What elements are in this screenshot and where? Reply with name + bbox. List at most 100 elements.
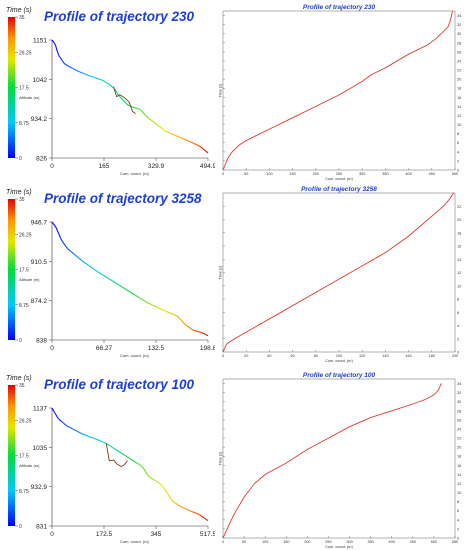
colorbar-tick-label: 0	[19, 524, 22, 530]
profile-segment	[93, 76, 96, 79]
profile-segment	[119, 451, 122, 454]
colorbar-tick-label: 35	[19, 15, 25, 21]
time-x-tick-label: 150	[283, 540, 289, 544]
profile-segment	[200, 146, 204, 150]
profile-segment	[171, 133, 174, 136]
profile-segment	[136, 295, 139, 298]
time-chart-3258: Profile of trajectory 3258 Time (s) 0 2 4 6 8 1…	[215, 182, 467, 364]
profile-segment	[131, 106, 134, 108]
colorbar-tick-label: 26.25	[19, 50, 32, 56]
profile-segment	[185, 508, 188, 510]
time-y-tick-label: 32	[457, 391, 461, 395]
profile-x-tick-label: 329.9	[148, 163, 165, 170]
profile-segment	[141, 299, 145, 302]
time-y-tick-label: 14	[457, 105, 461, 109]
time-y-tick-label: 0	[457, 169, 459, 173]
profile-segment	[174, 134, 178, 137]
time-svg-3258: Profile of trajectory 3258 Time (s) 0 2 4 6 8 1…	[219, 186, 462, 363]
profile-segment	[192, 142, 195, 145]
profile-x-tick-label: 172.5	[96, 531, 113, 538]
profile-segment	[183, 138, 186, 141]
time-x-label: Cum. coord. (m)	[325, 359, 353, 363]
time-x-tick-label: 450	[410, 540, 416, 544]
profile-x-tick-label: 66.27	[96, 345, 113, 352]
profile-alternate-segment	[113, 86, 136, 115]
profile-segment	[164, 130, 167, 133]
profile-segment	[63, 62, 67, 66]
profile-y-tick-label: 1137	[33, 406, 47, 413]
colorbar	[8, 199, 15, 340]
time-y-tick-label: 2	[457, 337, 459, 341]
profile-segment	[179, 318, 183, 322]
time-y-tick-label: 4	[457, 518, 459, 522]
time-x-tick-label: 60	[290, 354, 294, 358]
profile-segment	[103, 442, 106, 444]
profile-x-tick-label: 132.5	[148, 345, 165, 352]
profile-segment	[157, 307, 160, 309]
colorbar-tick-label: 26.25	[19, 418, 32, 424]
profile-segment	[202, 332, 205, 335]
profile-segment	[110, 85, 114, 88]
panel-3258: Time (s) Profile of trajectory 3258 35 26.2…	[0, 182, 467, 364]
profile-segment	[122, 99, 126, 103]
profile-segment	[72, 252, 75, 255]
time-x-tick-label: 120	[359, 354, 365, 358]
time-y-tick-label: 22	[457, 437, 461, 441]
profile-segment	[167, 131, 171, 134]
profile-segment	[93, 268, 96, 271]
time-x-tick-label: 500	[452, 172, 458, 176]
chart-title: Profile of trajectory 230	[44, 9, 195, 24]
time-y-tick-label: 10	[457, 123, 461, 127]
time-x-tick-label: 100	[262, 540, 268, 544]
profile-segment	[204, 517, 207, 520]
profile-segment	[54, 413, 58, 418]
time-x-tick-label: 450	[429, 172, 435, 176]
time-y-label: Time (s)	[219, 451, 223, 466]
profile-segment	[143, 468, 147, 472]
profile-y-tick-label: 831	[36, 524, 47, 531]
time-chart-100: Profile of trajectory 100 Time (s) 0 2 4 6 8 10…	[215, 368, 467, 550]
time-plot-frame	[222, 10, 456, 171]
time-x-tick-label: 40	[267, 354, 271, 358]
profile-segment	[84, 434, 87, 437]
profile-segment	[61, 241, 65, 245]
profile-segment	[146, 474, 150, 477]
profile-segment	[204, 149, 207, 152]
colorbar-tick-label: 17.5	[19, 268, 29, 274]
profile-chart-100: Time (s) Profile of trajectory 100 35 26.25…	[0, 368, 215, 550]
profile-segment	[58, 234, 62, 239]
profile-segment	[86, 74, 89, 76]
profile-segment	[108, 83, 112, 87]
profile-x-tick-label: 0	[50, 531, 54, 538]
profile-segment	[76, 430, 79, 433]
profile-segment	[166, 131, 169, 133]
profile-segment	[157, 481, 160, 484]
profile-segment	[181, 506, 184, 509]
time-y-tick-label: 24	[457, 427, 461, 431]
colorbar	[8, 17, 15, 158]
profile-y-tick-label: 1151	[33, 38, 47, 45]
profile-y-tick-label: 1042	[33, 77, 48, 84]
profile-segment	[205, 518, 209, 522]
profile-segment	[74, 68, 77, 71]
time-y-tick-label: 30	[457, 400, 461, 404]
profile-segment	[176, 503, 179, 506]
profile-segment	[138, 296, 141, 299]
profile-segment	[183, 322, 186, 326]
profile-segment	[86, 435, 89, 437]
profile-segment	[148, 302, 152, 305]
profile-segment	[154, 305, 157, 308]
time-y-tick-label: 0	[457, 351, 459, 355]
profile-segment	[88, 74, 91, 77]
profile-segment	[69, 66, 72, 68]
colorbar-axis-label: Altitude (m)	[19, 463, 40, 468]
profile-segment	[98, 272, 101, 275]
profile-segment	[133, 106, 136, 109]
time-y-tick-label: 34	[457, 14, 461, 18]
time-x-label: Cum. coord. (m)	[325, 545, 353, 549]
time-y-label: Time (s)	[219, 265, 223, 280]
time-x-tick-label: 0	[222, 172, 224, 176]
time-y-tick-label: 20	[457, 446, 461, 450]
time-y-tick-label: 20	[457, 78, 461, 82]
